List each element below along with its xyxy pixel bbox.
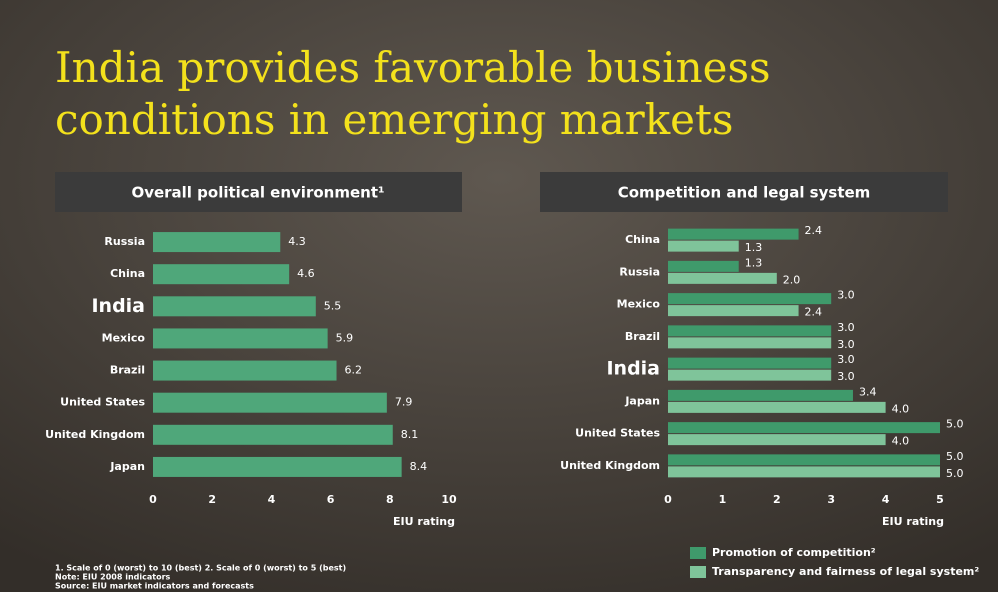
bar (668, 454, 940, 466)
category-label: Russia (104, 235, 145, 248)
value-label: 2.0 (783, 273, 801, 286)
chart-title: Competition and legal system (618, 184, 871, 202)
slide-title: India provides favorable business (55, 43, 771, 92)
bar (153, 456, 402, 477)
bar (153, 328, 328, 349)
category-label: India (606, 358, 660, 380)
x-tick-label: 4 (268, 493, 276, 506)
legend-swatch (690, 566, 706, 578)
bar (153, 424, 393, 445)
value-label: 5.0 (946, 450, 964, 463)
bar (668, 389, 853, 401)
bar (668, 260, 739, 272)
value-label: 5.9 (336, 331, 354, 344)
value-label: 1.3 (745, 256, 763, 269)
bar (153, 392, 387, 413)
value-label: 3.0 (837, 321, 855, 334)
value-label: 8.1 (401, 428, 419, 441)
category-label: United Kingdom (560, 459, 660, 472)
value-label: 7.9 (395, 396, 413, 409)
value-label: 3.0 (837, 353, 855, 366)
x-tick-label: 2 (208, 493, 216, 506)
category-label: Brazil (625, 330, 660, 343)
legend-swatch (690, 547, 706, 559)
x-tick-label: 5 (936, 493, 944, 506)
category-label: Mexico (102, 331, 146, 344)
bar (668, 357, 832, 369)
slide-title: conditions in emerging markets (55, 95, 733, 144)
value-label: 3.0 (837, 338, 855, 351)
x-tick-label: 10 (441, 493, 457, 506)
value-label: 1.3 (745, 241, 763, 254)
bar (668, 434, 886, 446)
bar (668, 422, 940, 434)
category-label: China (625, 233, 660, 246)
category-label: Japan (624, 394, 660, 407)
bar (153, 360, 337, 381)
bar (668, 293, 832, 305)
category-label: United Kingdom (45, 428, 145, 441)
x-tick-label: 1 (719, 493, 727, 506)
value-label: 5.0 (946, 467, 964, 480)
category-label: China (110, 267, 145, 280)
bar (668, 369, 832, 381)
x-tick-label: 2 (773, 493, 781, 506)
x-tick-label: 0 (664, 493, 672, 506)
legend-label: Promotion of competition² (712, 546, 876, 559)
value-label: 4.0 (892, 402, 910, 415)
panel-header (540, 172, 948, 212)
bar (153, 296, 316, 317)
value-label: 3.0 (837, 289, 855, 302)
value-label: 6.2 (345, 364, 363, 377)
bar (668, 305, 799, 317)
panel-header (55, 172, 462, 212)
bar (668, 325, 832, 337)
value-label: 4.0 (892, 435, 910, 448)
value-label: 8.4 (410, 460, 428, 473)
category-label: Japan (109, 460, 145, 473)
footnote: 1. Scale of 0 (worst) to 10 (best) 2. Sc… (55, 564, 346, 573)
x-tick-label: 6 (327, 493, 335, 506)
x-tick-label: 0 (149, 493, 157, 506)
bar (668, 337, 832, 349)
bar (668, 466, 940, 478)
chart-title: Overall political environment¹ (131, 184, 384, 202)
footnote: Note: EIU 2008 indicators (55, 573, 171, 582)
category-label: United States (575, 427, 660, 440)
legend-label: Transparency and fairness of legal syste… (712, 565, 979, 578)
value-label: 4.3 (288, 235, 306, 248)
x-tick-label: 4 (882, 493, 890, 506)
x-tick-label: 3 (827, 493, 835, 506)
bar (153, 264, 290, 285)
bar (668, 228, 799, 240)
value-label: 5.0 (946, 418, 964, 431)
value-label: 2.4 (805, 306, 823, 319)
value-label: 3.0 (837, 370, 855, 383)
category-label: Brazil (110, 364, 145, 377)
category-label: United States (60, 396, 145, 409)
value-label: 2.4 (805, 224, 823, 237)
x-axis-label: EIU rating (393, 515, 455, 528)
value-label: 4.6 (297, 267, 315, 280)
value-label: 3.4 (859, 385, 877, 398)
x-axis-label: EIU rating (882, 515, 944, 528)
x-tick-label: 8 (386, 493, 394, 506)
bar (668, 240, 739, 252)
bar (153, 232, 281, 253)
category-label: India (91, 295, 145, 317)
value-label: 5.5 (324, 299, 342, 312)
category-label: Russia (619, 265, 660, 278)
bar (668, 272, 777, 284)
bar (668, 401, 886, 413)
category-label: Mexico (617, 298, 661, 311)
footnote: Source: EIU market indicators and foreca… (55, 582, 254, 591)
